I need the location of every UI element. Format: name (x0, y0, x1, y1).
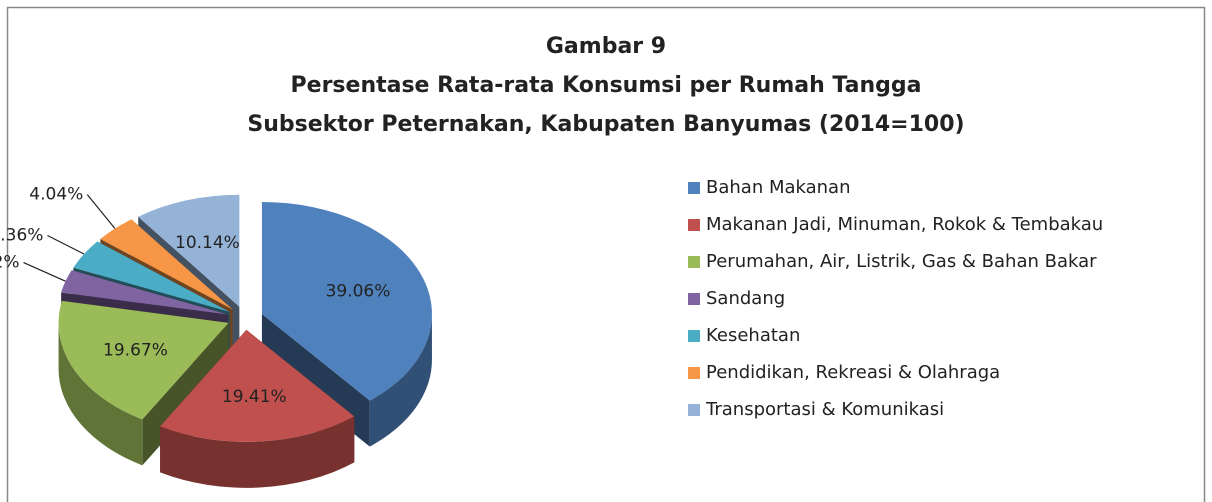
legend-label: Kesehatan (706, 325, 800, 346)
slice (61, 270, 228, 315)
legend-label: Perumahan, Air, Listrik, Gas & Bahan Bak… (706, 251, 1097, 272)
leader-line (23, 262, 66, 282)
chart-title: Gambar 9 (546, 34, 666, 59)
slice-tops (58, 194, 432, 442)
leader-line (86, 194, 116, 229)
legend-swatch (688, 404, 700, 416)
value-label: 4.36% (0, 225, 43, 245)
slice (138, 194, 240, 307)
slice (100, 219, 233, 310)
legend-swatch (688, 182, 700, 194)
leader-line (47, 234, 85, 255)
value-label: 19.41% (222, 387, 287, 407)
slice (261, 201, 432, 401)
slice (160, 329, 355, 442)
value-label: 3.32% (0, 253, 20, 273)
slice (73, 241, 230, 312)
legend-swatch (688, 256, 700, 268)
slice (58, 300, 229, 420)
slice-wall (58, 322, 143, 466)
slice-wall (369, 313, 432, 447)
legend-swatch (688, 219, 700, 231)
legend-swatch (688, 367, 700, 379)
slice-wall (160, 416, 355, 488)
value-label: 19.67% (103, 340, 168, 360)
legend-label: Pendidikan, Rekreasi & Olahraga (706, 362, 1000, 383)
chart-title: Subsektor Peternakan, Kabupaten Banyumas… (247, 112, 964, 137)
value-label: 10.14% (175, 233, 240, 253)
value-label: 4.04% (29, 185, 83, 205)
legend-label: Sandang (706, 288, 785, 309)
value-label: 39.06% (326, 281, 391, 301)
chart-title: Persentase Rata-rata Konsumsi per Rumah … (291, 73, 922, 98)
legend-swatch (688, 330, 700, 342)
legend-label: Makanan Jadi, Minuman, Rokok & Tembakau (706, 214, 1103, 235)
legend-swatch (688, 293, 700, 305)
legend-label: Transportasi & Komunikasi (705, 399, 944, 420)
legend-label: Bahan Makanan (706, 177, 851, 198)
